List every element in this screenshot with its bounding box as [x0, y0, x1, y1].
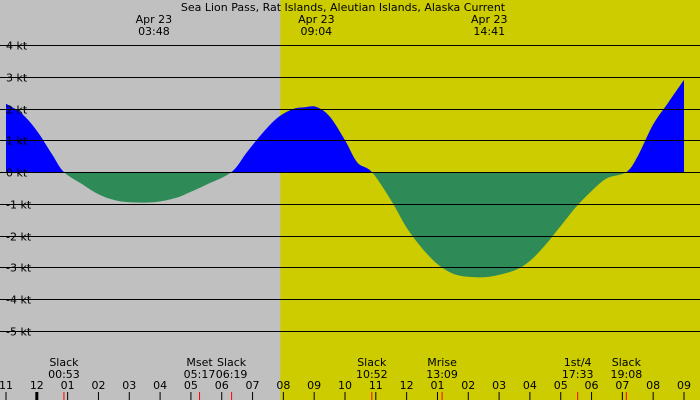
x-tick-label: 06	[215, 379, 229, 392]
extreme-time-label: 09:04	[300, 25, 332, 38]
y-tick-label: -2 kt	[6, 231, 32, 244]
y-tick-label: -5 kt	[6, 326, 32, 339]
x-tick-label: 12	[400, 379, 414, 392]
x-tick-label: 12	[30, 379, 44, 392]
x-tick-label: 01	[61, 379, 75, 392]
extreme-date-label: Apr 23	[471, 13, 508, 26]
event-labels: Slack00:53Mset05:17Slack06:19Slack10:52M…	[48, 356, 642, 381]
y-tick-label: 3 kt	[6, 72, 28, 85]
event-time-label: 00:53	[48, 368, 80, 381]
y-tick-label: -1 kt	[6, 199, 32, 212]
grid-lines	[0, 45, 700, 332]
y-axis-labels: 4 kt 3 kt 2 kt 1 kt 0 kt -1 kt -2 kt -3 kt -4 kt…	[6, 40, 32, 339]
y-tick-label: -3 kt	[6, 262, 32, 275]
event-time-label: 17:33	[562, 368, 594, 381]
y-tick-label: -4 kt	[6, 294, 32, 307]
x-tick-label: 07	[615, 379, 629, 392]
x-tick-label: 10	[338, 379, 352, 392]
extreme-date-label: Apr 23	[298, 13, 335, 26]
event-time-label: 06:19	[216, 368, 248, 381]
x-tick-label: 05	[184, 379, 198, 392]
x-tick-label: 11	[0, 379, 13, 392]
y-tick-label: 1 kt	[6, 135, 28, 148]
event-label: Slack	[357, 356, 387, 369]
y-tick-label: 2 kt	[6, 104, 28, 117]
chart-title: Sea Lion Pass, Rat Islands, Aleutian Isl…	[181, 1, 506, 14]
x-tick-label: 03	[122, 379, 136, 392]
x-tick-label: 09	[307, 379, 321, 392]
x-tick-label: 06	[585, 379, 599, 392]
x-tick-label: 02	[461, 379, 475, 392]
x-tick-label: 08	[276, 379, 290, 392]
event-time-label: 05:17	[184, 368, 216, 381]
event-time-label: 10:52	[356, 368, 388, 381]
event-label: Mrise	[427, 356, 457, 369]
x-tick-label: 09	[677, 379, 691, 392]
extreme-date-label: Apr 23	[136, 13, 173, 26]
event-label: Mset	[186, 356, 213, 369]
x-tick-label: 07	[246, 379, 260, 392]
x-tick-label: 08	[646, 379, 660, 392]
event-label: Slack	[612, 356, 642, 369]
x-tick-label: 04	[153, 379, 167, 392]
x-tick-label: 02	[91, 379, 105, 392]
x-tick-label: 03	[492, 379, 506, 392]
ebb-area	[6, 172, 684, 278]
x-tick-label: 01	[430, 379, 444, 392]
event-time-label: 13:09	[426, 368, 458, 381]
x-tick-label: 04	[523, 379, 537, 392]
event-label: 1st/4	[564, 356, 592, 369]
extreme-time-label: 03:48	[138, 25, 170, 38]
y-tick-label: 0 kt	[6, 167, 28, 180]
extreme-time-label: 14:41	[473, 25, 505, 38]
flood-area	[6, 79, 684, 172]
x-tick-label: 11	[369, 379, 383, 392]
event-label: Slack	[49, 356, 79, 369]
y-tick-label: 4 kt	[6, 40, 28, 53]
x-tick-label: 05	[554, 379, 568, 392]
x-axis: 11 12 01 02 03 04 05 06 07 08 09 10 11 12 01 02 03 04 05 06…	[0, 379, 691, 400]
event-time-label: 19:08	[611, 368, 643, 381]
event-label: Slack	[217, 356, 247, 369]
